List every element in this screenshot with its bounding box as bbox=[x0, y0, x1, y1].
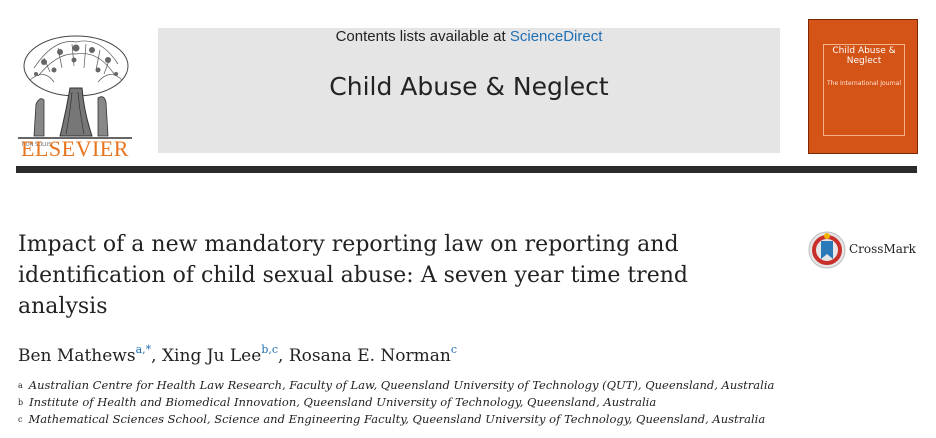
author-name[interactable]: Xing Ju Lee bbox=[161, 346, 262, 366]
article-title: Impact of a new mandatory reporting law … bbox=[18, 229, 778, 322]
svg-text:NON SOLUS: NON SOLUS bbox=[22, 142, 52, 148]
affiliation-mark: a bbox=[18, 381, 23, 390]
affiliation-mark: b bbox=[18, 398, 24, 407]
elsevier-wordmark[interactable]: ELSEVIER bbox=[21, 136, 129, 161]
affiliation-list: a Australian Centre for Health Law Resear… bbox=[18, 377, 774, 428]
sciencedirect-link[interactable]: ScienceDirect bbox=[509, 28, 603, 45]
crossmark-icon bbox=[808, 231, 846, 269]
contents-available-line: Contents lists available at ScienceDirec… bbox=[158, 28, 780, 46]
affiliation-mark: c bbox=[18, 415, 23, 424]
author-name[interactable]: Rosana E. Norman bbox=[288, 346, 451, 366]
article-title-line: Impact of a new mandatory reporting law … bbox=[18, 232, 679, 257]
contents-prefix: Contents lists available at bbox=[335, 28, 510, 45]
cover-subtitle: The International Journal bbox=[826, 80, 902, 87]
affiliation-text: Australian Centre for Health Law Researc… bbox=[28, 378, 775, 392]
journal-header-band bbox=[158, 28, 780, 153]
author-list: Ben Mathewsa,*, Xing Ju Leeb,c, Rosana E… bbox=[18, 343, 458, 366]
journal-name[interactable]: Child Abuse & Neglect bbox=[329, 72, 609, 101]
affiliation-text: Mathematical Sciences School, Science an… bbox=[28, 412, 766, 426]
cover-title: Child Abuse & Neglect bbox=[832, 46, 896, 66]
author-affiliation-marks[interactable]: b,c bbox=[261, 343, 279, 356]
affiliation-item: c Mathematical Sciences School, Science a… bbox=[18, 411, 774, 428]
author-name[interactable]: Ben Mathews bbox=[18, 346, 136, 366]
article-title-line: analysis bbox=[18, 294, 108, 319]
journal-cover-thumbnail[interactable]: Child Abuse & Neglect The International … bbox=[808, 19, 918, 154]
crossmark-badge[interactable]: CrossMark bbox=[807, 229, 919, 271]
cover-frame bbox=[823, 44, 905, 136]
affiliation-text: Institute of Health and Biomedical Innov… bbox=[29, 395, 657, 409]
author-affiliation-marks[interactable]: a,* bbox=[135, 343, 152, 356]
affiliation-item: a Australian Centre for Health Law Resear… bbox=[18, 377, 774, 394]
affiliation-item: b Institute of Health and Biomedical Inno… bbox=[18, 394, 774, 411]
author-separator: , bbox=[151, 346, 162, 366]
author-affiliation-marks[interactable]: c bbox=[450, 343, 458, 356]
author-separator: , bbox=[278, 346, 289, 366]
crossmark-label: CrossMark bbox=[849, 242, 916, 256]
header-divider bbox=[16, 166, 917, 173]
elsevier-tree-logo[interactable]: NON SOLUS bbox=[14, 18, 136, 158]
article-title-line: identification of child sexual abuse: A … bbox=[18, 263, 688, 288]
